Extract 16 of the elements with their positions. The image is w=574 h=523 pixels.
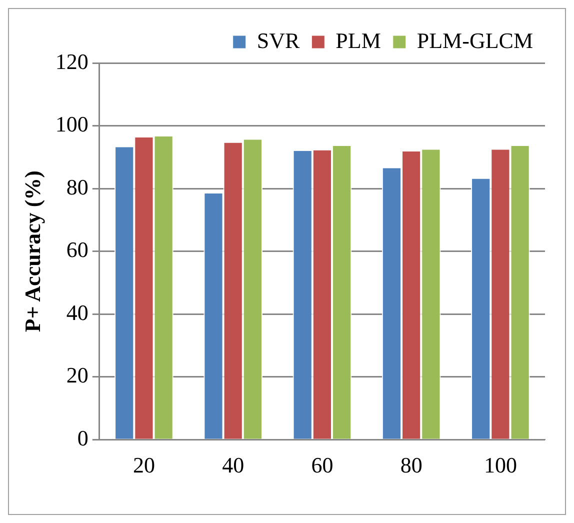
y-tick-label: 80	[66, 174, 88, 200]
y-tick-label: 120	[55, 48, 88, 74]
legend-label: PLM-GLCM	[416, 28, 533, 53]
y-tick-label: 100	[55, 112, 88, 137]
y-tick-label: 60	[66, 237, 88, 262]
x-tick-label: 80	[400, 452, 422, 478]
x-tick-label: 20	[132, 452, 155, 478]
y-axis-title: P+ Accuracy (%)	[20, 170, 45, 332]
y-tick-label: 40	[66, 300, 88, 325]
y-tick-label: 20	[66, 362, 88, 388]
legend-label: SVR	[256, 28, 300, 53]
x-tick-label: 100	[484, 452, 517, 478]
legend-label: PLM	[336, 28, 381, 53]
y-tick-label: 0	[77, 425, 88, 450]
x-tick-label: 60	[311, 452, 334, 478]
x-tick-label: 40	[222, 452, 244, 478]
